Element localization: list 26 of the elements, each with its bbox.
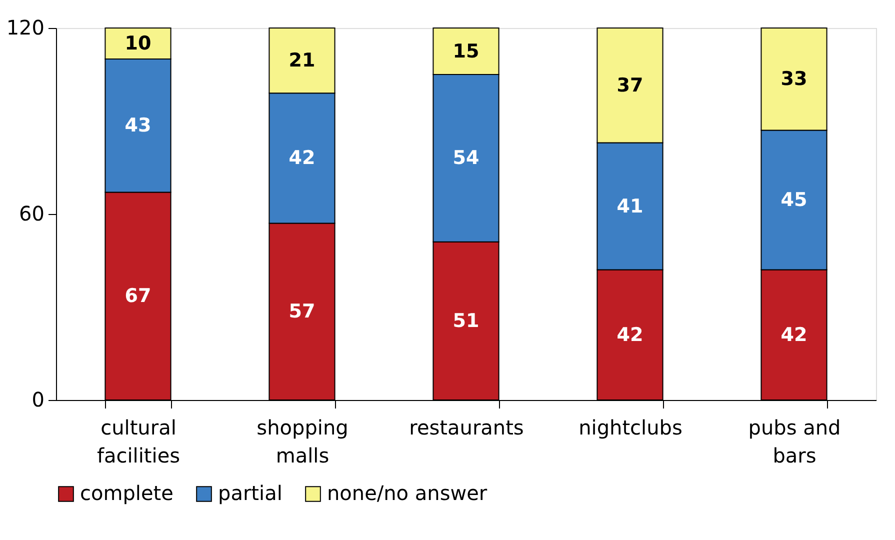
data-label: 42 [288, 147, 316, 170]
x-tick-label: shopping malls [256, 416, 348, 468]
x-tick-label: pubs and bars [748, 416, 841, 468]
data-label: 21 [288, 50, 316, 72]
legend-label: partial [218, 481, 282, 505]
data-label: 42 [780, 324, 808, 346]
data-label: 41 [616, 195, 644, 218]
data-label: 42 [616, 324, 644, 346]
data-label: 67 [124, 285, 152, 308]
data-label: 45 [780, 189, 808, 212]
y-tick-label: 120 [6, 16, 44, 40]
data-label: 15 [452, 40, 480, 62]
data-label: 51 [452, 310, 480, 332]
x-tick-label: nightclubs [578, 416, 682, 440]
data-label: 33 [780, 68, 808, 90]
x-tick-label: restaurants [409, 416, 524, 440]
y-tick-label: 0 [32, 388, 44, 412]
data-label: 37 [616, 74, 644, 96]
y-tick-label: 60 [19, 202, 44, 226]
data-label: 10 [124, 32, 152, 54]
data-label: 57 [288, 300, 316, 323]
data-label: 43 [124, 114, 152, 137]
legend-label: none/no answer [327, 481, 488, 505]
legend-label: complete [80, 481, 174, 505]
data-label: 54 [452, 147, 480, 170]
x-tick-label: cultural facilities [96, 416, 180, 468]
